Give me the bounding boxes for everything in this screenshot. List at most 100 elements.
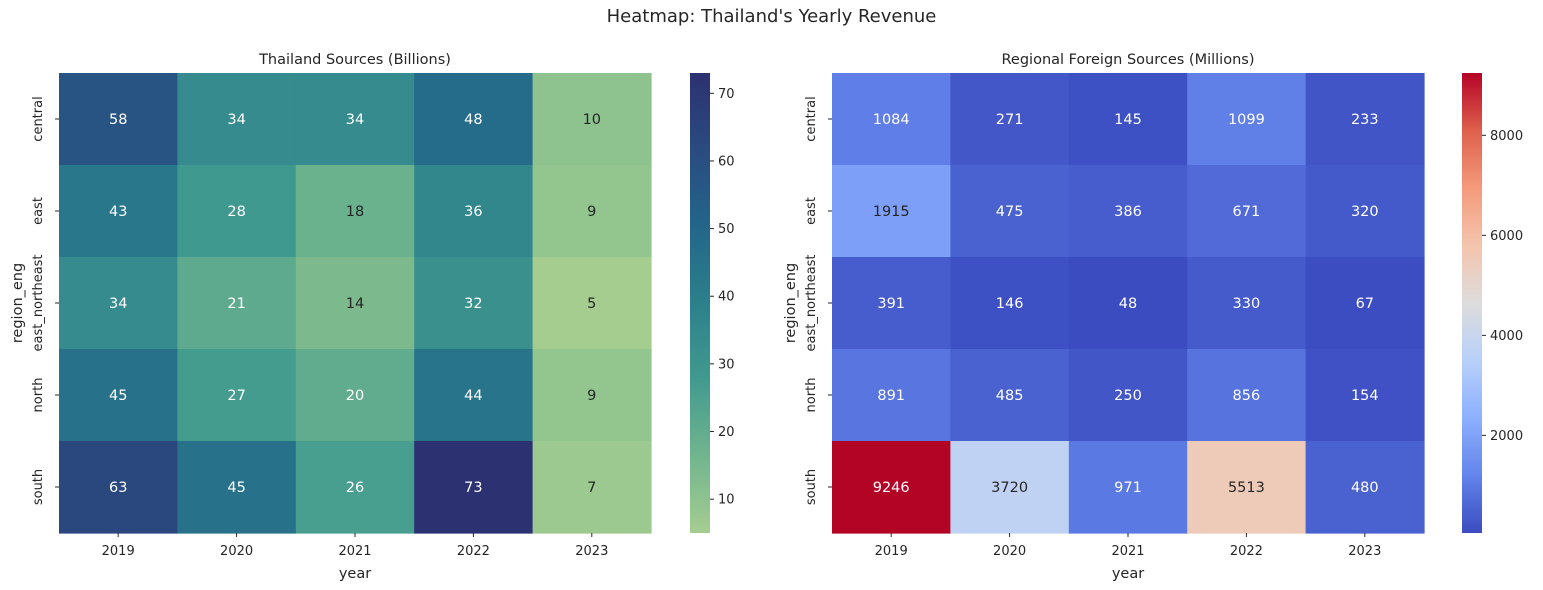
heatmap-cell [414, 165, 534, 258]
figure-title: Heatmap: Thailand's Yearly Revenue [606, 6, 937, 27]
cell-value-label: 7 [587, 480, 596, 496]
y-axis-label: region_eng [783, 263, 799, 343]
x-tick-label: 2021 [1111, 544, 1144, 559]
cell-value-label: 5513 [1228, 480, 1265, 496]
cell-value-label: 475 [996, 204, 1024, 220]
cell-value-label: 9 [587, 388, 596, 404]
cell-value-label: 5 [587, 296, 596, 312]
cell-value-label: 18 [346, 204, 364, 220]
heatmap-cell [832, 441, 951, 534]
heatmap-cell [414, 441, 534, 534]
heatmap-cell [832, 73, 951, 166]
heatmap-cell [832, 349, 951, 442]
heatmap-cell [295, 73, 415, 166]
cell-value-label: 1915 [873, 204, 910, 220]
x-tick-label: 2021 [338, 544, 371, 559]
heatmap-cell [1187, 441, 1307, 534]
colorbar-tick-label: 8000 [1490, 129, 1523, 144]
cell-value-label: 26 [346, 480, 364, 496]
x-tick-label: 2023 [575, 544, 608, 559]
heatmap-cell [414, 349, 534, 442]
x-tick-label: 2020 [993, 544, 1026, 559]
cell-value-label: 63 [109, 480, 127, 496]
colorbar-tick-label: 50 [718, 222, 735, 237]
cell-value-label: 27 [227, 388, 245, 404]
heatmap-cell [1305, 349, 1425, 442]
y-tick-label: central [31, 96, 46, 141]
cell-value-label: 67 [1356, 296, 1374, 312]
cell-value-label: 32 [464, 296, 482, 312]
heatmap-cell [1305, 73, 1425, 166]
y-tick-label: east [804, 197, 819, 225]
colorbar-tick-label: 30 [718, 357, 735, 372]
heatmap-cell [1305, 165, 1425, 258]
x-tick-label: 2022 [457, 544, 490, 559]
cell-value-label: 44 [464, 388, 482, 404]
cell-value-label: 386 [1114, 204, 1142, 220]
heatmap-cell [1068, 165, 1188, 258]
cell-value-label: 3720 [991, 480, 1028, 496]
heatmap-cell [1068, 441, 1188, 534]
cell-value-label: 43 [109, 204, 127, 220]
cell-value-label: 28 [227, 204, 245, 220]
cell-value-label: 48 [1119, 296, 1137, 312]
cell-value-label: 1084 [873, 112, 910, 128]
heatmap-cell [1305, 441, 1425, 534]
cell-value-label: 34 [109, 296, 127, 312]
colorbar-tick-label: 40 [718, 290, 735, 305]
cell-value-label: 10 [583, 112, 601, 128]
cell-value-label: 391 [877, 296, 905, 312]
cell-value-label: 856 [1233, 388, 1261, 404]
x-tick-label: 2019 [875, 544, 908, 559]
cell-value-label: 671 [1233, 204, 1261, 220]
y-tick-label: east_northeast [804, 254, 819, 351]
cell-value-label: 73 [464, 480, 482, 496]
heatmap-cell [177, 441, 297, 534]
cell-value-label: 891 [877, 388, 905, 404]
heatmap-cell [832, 257, 951, 350]
cell-value-label: 20 [346, 388, 364, 404]
colorbar-tick-label: 60 [718, 154, 735, 169]
y-tick-label: north [804, 378, 819, 413]
heatmap-cell [177, 349, 297, 442]
heatmap-cell [1187, 165, 1307, 258]
cell-value-label: 36 [464, 204, 482, 220]
heatmap-cell [177, 73, 297, 166]
colorbar-tick-label: 2000 [1490, 429, 1523, 444]
heatmap-cell [177, 165, 297, 258]
heatmap-cell [1187, 73, 1307, 166]
heatmap-cell [950, 349, 1070, 442]
colorbar-tick-label: 70 [718, 87, 735, 102]
x-axis-label: year [339, 566, 371, 582]
heatmap-cell [295, 349, 415, 442]
x-tick-label: 2019 [102, 544, 135, 559]
heatmap-cell [1187, 349, 1307, 442]
heatmap-cell [414, 257, 534, 350]
heatmap-cell [532, 165, 652, 258]
colorbar-tick-label: 6000 [1490, 229, 1523, 244]
cell-value-label: 330 [1233, 296, 1261, 312]
cell-value-label: 21 [227, 296, 245, 312]
y-axis-label: region_eng [10, 263, 26, 343]
heatmap-cell [532, 349, 652, 442]
colorbar-tick-label: 10 [718, 493, 735, 508]
cell-value-label: 45 [109, 388, 127, 404]
y-tick-label: east_northeast [31, 254, 46, 351]
heatmap-cell [59, 165, 178, 258]
x-tick-label: 2020 [220, 544, 253, 559]
cell-value-label: 271 [996, 112, 1024, 128]
cell-value-label: 480 [1351, 480, 1379, 496]
cell-value-label: 34 [227, 112, 245, 128]
heatmap-cell [295, 257, 415, 350]
heatmap-cell [532, 441, 652, 534]
cell-value-label: 146 [996, 296, 1024, 312]
cell-value-label: 154 [1351, 388, 1379, 404]
cell-value-label: 45 [227, 480, 245, 496]
y-tick-label: central [804, 96, 819, 141]
x-tick-label: 2022 [1230, 544, 1263, 559]
heatmap-cell [1187, 257, 1307, 350]
heatmap-cell [295, 441, 415, 534]
cell-value-label: 971 [1114, 480, 1142, 496]
